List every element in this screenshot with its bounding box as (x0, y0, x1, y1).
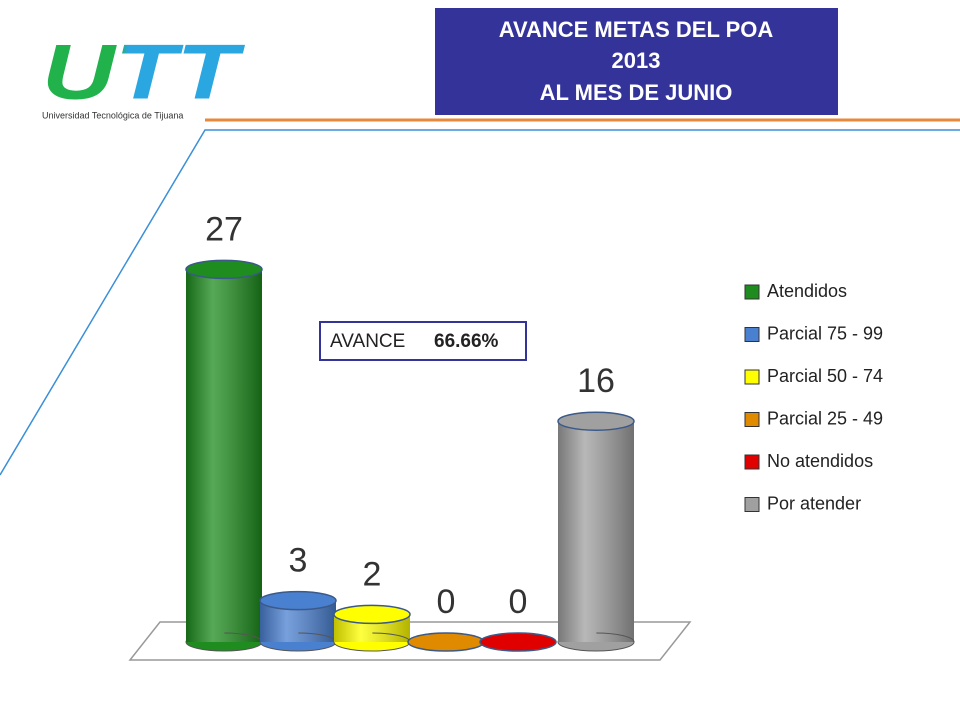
legend-label: Parcial 75 - 99 (767, 323, 883, 343)
legend-label: Parcial 25 - 49 (767, 408, 883, 428)
institution: Universidad Tecnológica de Tijuana (42, 110, 183, 120)
title-line: AL MES DE JUNIO (540, 80, 733, 105)
cylinder-top (407, 632, 485, 652)
title-box (435, 8, 838, 115)
value-label: 27 (205, 210, 243, 248)
cylinder-top (557, 411, 635, 431)
legend-label: Atendidos (767, 281, 847, 301)
legend-label: No atendidos (767, 451, 873, 471)
cylinder-top (333, 604, 411, 625)
title-line: 2013 (612, 48, 661, 73)
value-label: 16 (577, 362, 615, 400)
cylinder-top (185, 259, 263, 280)
cylinder-shade (558, 421, 634, 642)
legend-label: Por atender (767, 493, 861, 513)
title-line: AVANCE METAS DEL POA (499, 17, 774, 42)
annotation-value: 66.66% (434, 331, 499, 352)
legend-swatch (744, 497, 760, 512)
frame (0, 129, 960, 476)
logo: UTT (42, 28, 246, 116)
cylinder-shade (186, 269, 262, 642)
value-label: 0 (509, 583, 528, 621)
legend-label: Parcial 50 - 74 (767, 366, 883, 386)
annotation-label: AVANCE (330, 331, 405, 352)
legend-swatch (744, 369, 760, 385)
cylinder-top (479, 632, 557, 652)
legend-swatch (744, 412, 760, 427)
value-label: 0 (437, 583, 456, 621)
legend-swatch (744, 284, 760, 300)
cylinder-top (259, 590, 337, 611)
legend-swatch (744, 454, 760, 470)
value-label: 2 (363, 555, 382, 593)
cylinder-bottom-edge (557, 632, 635, 652)
value-label: 3 (289, 542, 308, 580)
annotation-box (319, 321, 527, 361)
legend-swatch (744, 327, 760, 342)
